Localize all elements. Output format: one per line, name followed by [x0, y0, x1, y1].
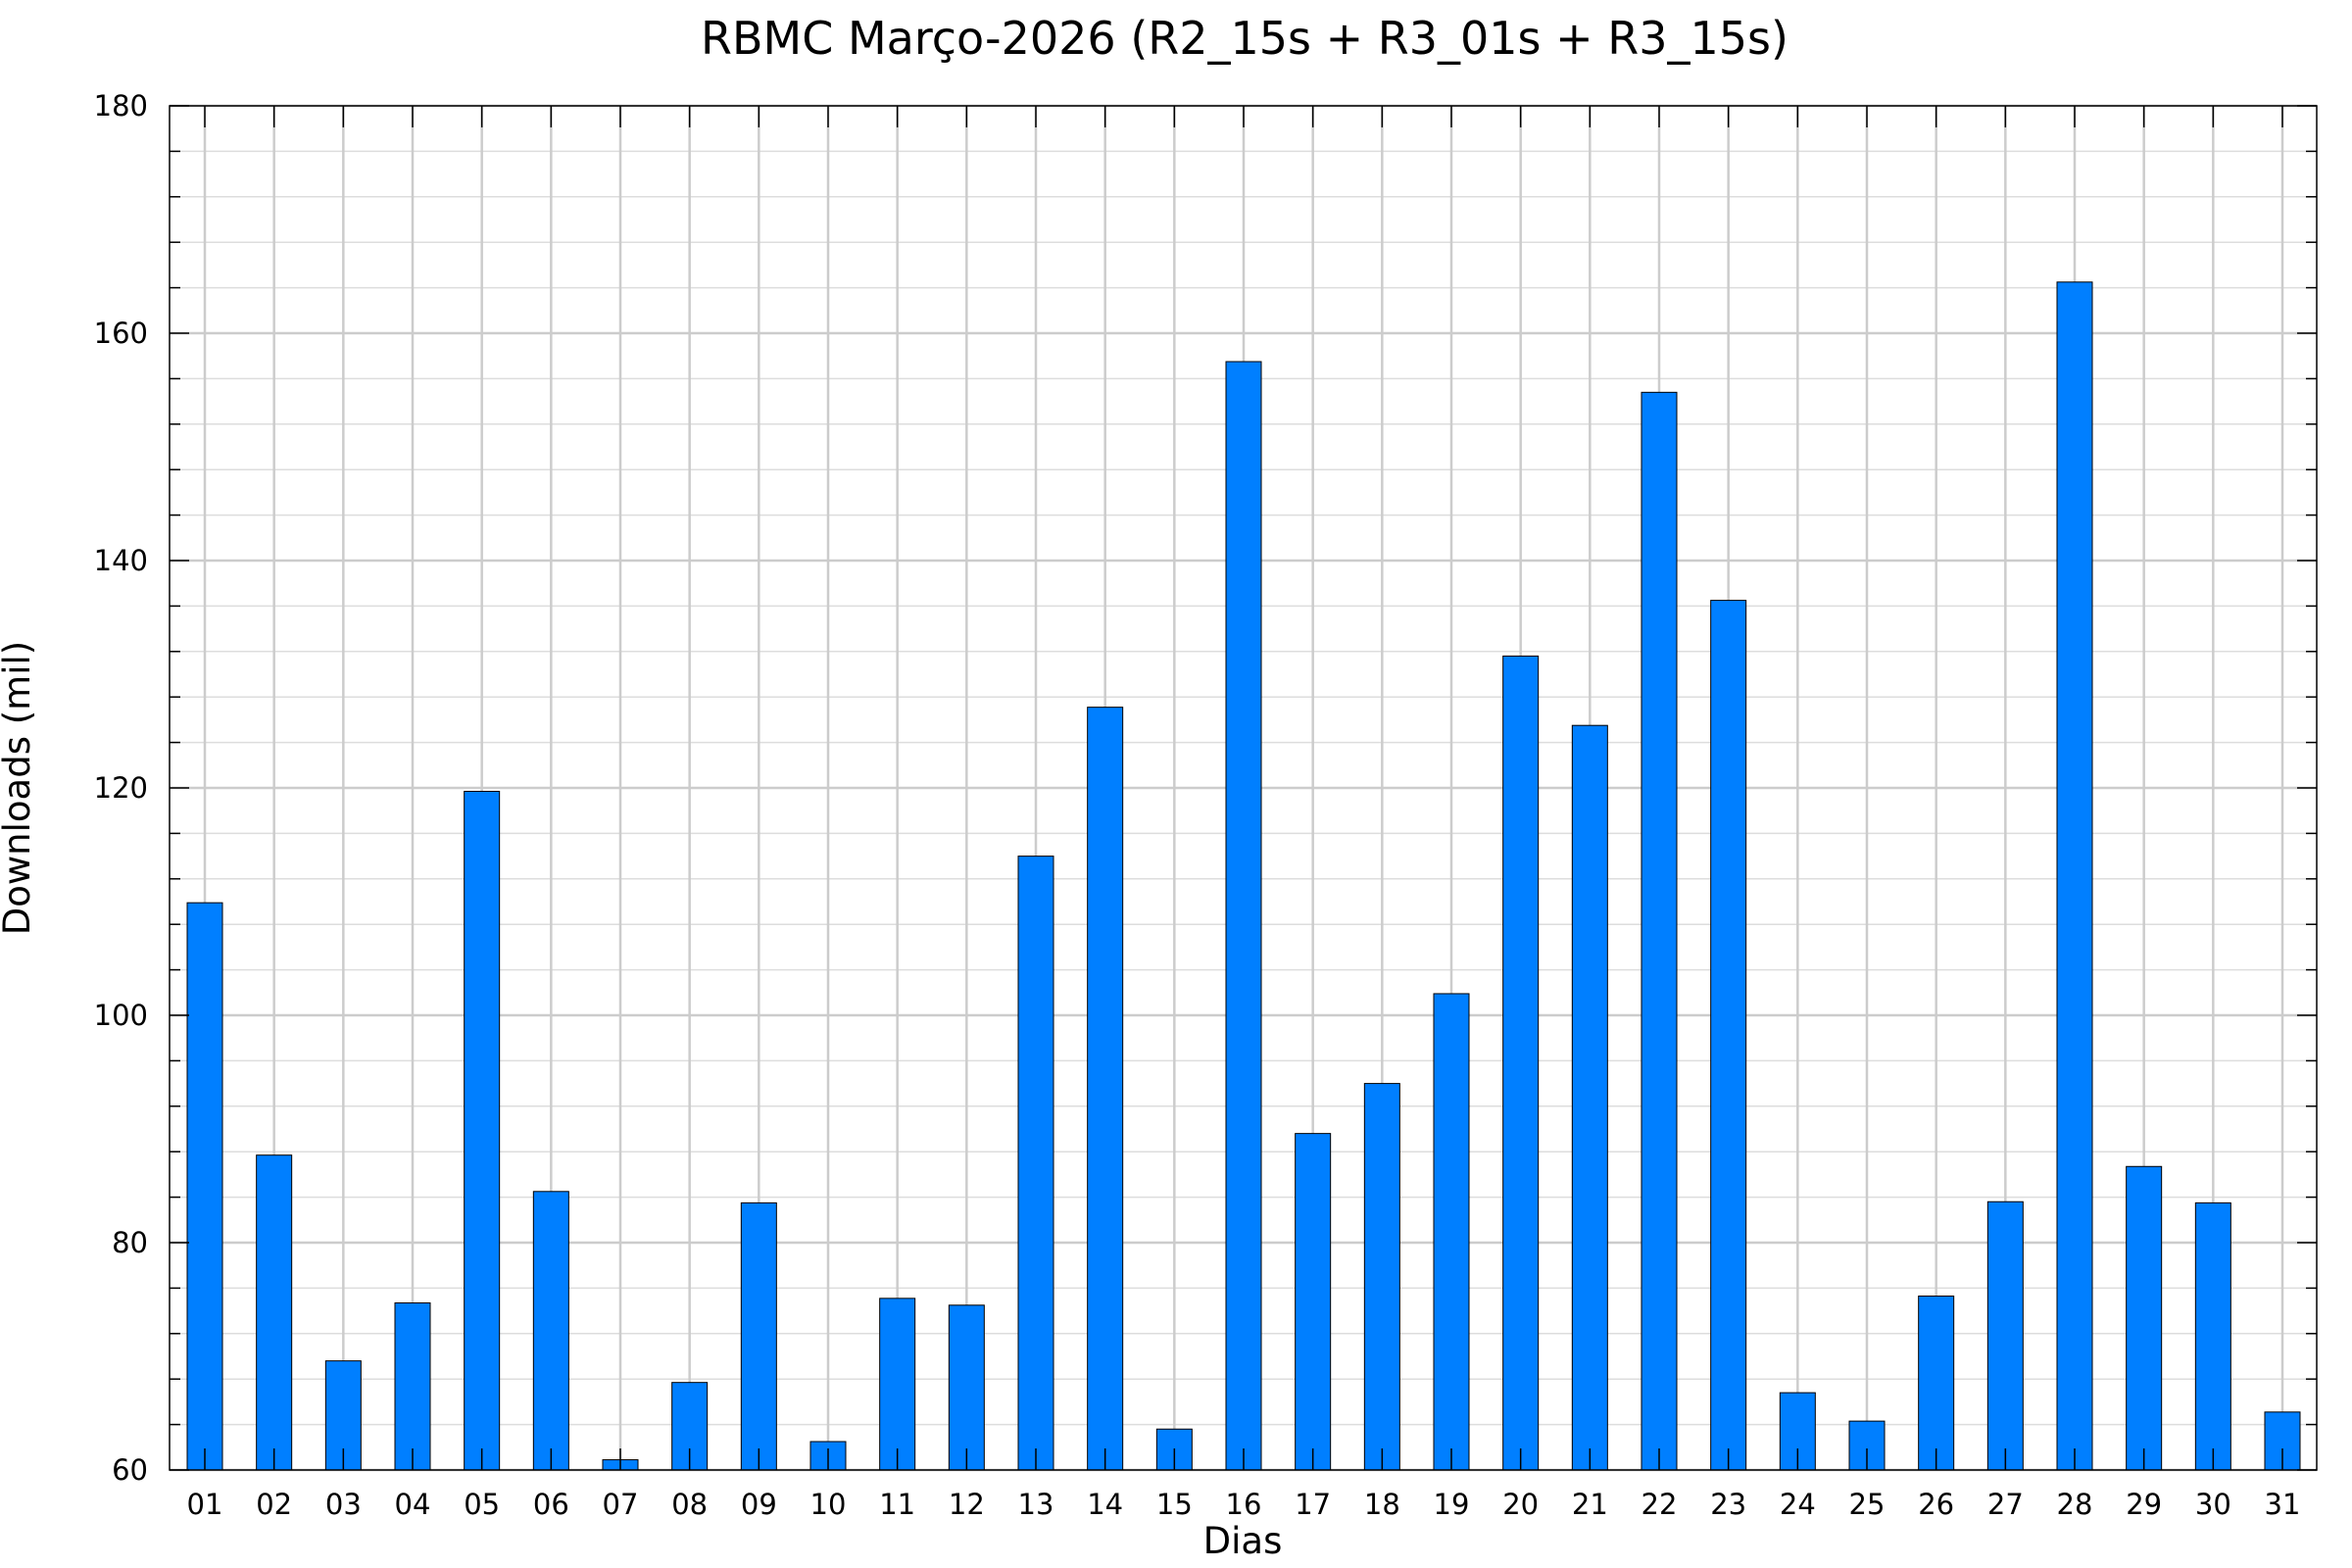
- bar-20: [1502, 655, 1540, 1471]
- bar-01: [186, 902, 223, 1471]
- x-tick-label: 30: [2195, 1488, 2231, 1521]
- x-tick-label: 08: [671, 1488, 708, 1521]
- x-tick-label: 07: [603, 1488, 639, 1521]
- y-tick-label: 120: [94, 771, 148, 805]
- x-tick-label: 20: [1502, 1488, 1539, 1521]
- bar-30: [2194, 1201, 2231, 1471]
- x-tick-label: 13: [1018, 1488, 1054, 1521]
- x-tick-label: 31: [2265, 1488, 2301, 1521]
- bar-13: [1017, 856, 1054, 1471]
- x-tick-label: 10: [810, 1488, 847, 1521]
- x-tick-label: 19: [1434, 1488, 1470, 1521]
- x-tick-label: 25: [1849, 1488, 1886, 1521]
- y-axis-label: Downloads (mil): [0, 641, 38, 935]
- chart-title: RBMC Março-2026 (R2_15s + R3_01s + R3_15…: [701, 12, 1788, 65]
- x-tick-label: 16: [1226, 1488, 1262, 1521]
- x-tick-label: 01: [187, 1488, 223, 1521]
- bar-21: [1571, 724, 1608, 1471]
- ticks: 60 80 100 120 140 160 180 01 02 03 04 05 06 07 08 09 10 1…: [94, 89, 2317, 1521]
- x-tick-label: 29: [2126, 1488, 2162, 1521]
- bar-28: [2056, 281, 2093, 1471]
- x-tick-label: 06: [533, 1488, 569, 1521]
- x-tick-label: 22: [1642, 1488, 1678, 1521]
- bar-29: [2126, 1165, 2163, 1471]
- bars: [186, 281, 2301, 1471]
- bar-19: [1433, 993, 1470, 1471]
- bar-22: [1641, 391, 1678, 1471]
- x-tick-label: 12: [949, 1488, 985, 1521]
- x-tick-label: 03: [325, 1488, 362, 1521]
- bar-12: [948, 1304, 985, 1471]
- y-tick-label: 180: [94, 89, 148, 122]
- x-axis-label: Dias: [1203, 1520, 1283, 1562]
- bar-02: [256, 1154, 293, 1471]
- bar-26: [1918, 1296, 1955, 1471]
- y-tick-label: 80: [112, 1226, 148, 1259]
- bar-09: [740, 1201, 777, 1471]
- x-tick-label: 27: [1987, 1488, 2024, 1521]
- x-tick-label: 18: [1364, 1488, 1400, 1521]
- y-tick-label: 100: [94, 999, 148, 1032]
- x-tick-label: 04: [395, 1488, 431, 1521]
- x-tick-label: 14: [1087, 1488, 1123, 1521]
- x-tick-label: 02: [256, 1488, 292, 1521]
- x-tick-label: 15: [1156, 1488, 1193, 1521]
- bar-14: [1087, 707, 1124, 1471]
- y-tick-label: 60: [112, 1453, 148, 1487]
- x-tick-label: 17: [1295, 1488, 1331, 1521]
- bar-23: [1710, 600, 1747, 1471]
- bar-06: [532, 1191, 569, 1471]
- y-tick-label: 160: [94, 317, 148, 350]
- x-tick-label: 24: [1780, 1488, 1816, 1521]
- bar-04: [394, 1301, 431, 1471]
- y-tick-label: 140: [94, 544, 148, 577]
- x-tick-label: 11: [879, 1488, 915, 1521]
- plot-frame: [169, 105, 2318, 1471]
- bar-17: [1295, 1133, 1332, 1471]
- bar-11: [879, 1298, 916, 1471]
- x-tick-label: 26: [1918, 1488, 1954, 1521]
- x-tick-label: 05: [464, 1488, 500, 1521]
- bar-16: [1225, 361, 1262, 1471]
- x-tick-label: 09: [741, 1488, 777, 1521]
- x-tick-label: 23: [1710, 1488, 1746, 1521]
- bar-05: [464, 790, 501, 1471]
- x-tick-label: 28: [2057, 1488, 2093, 1521]
- x-tick-label: 21: [1572, 1488, 1608, 1521]
- bar-27: [1986, 1200, 2024, 1471]
- bar-18: [1363, 1083, 1400, 1471]
